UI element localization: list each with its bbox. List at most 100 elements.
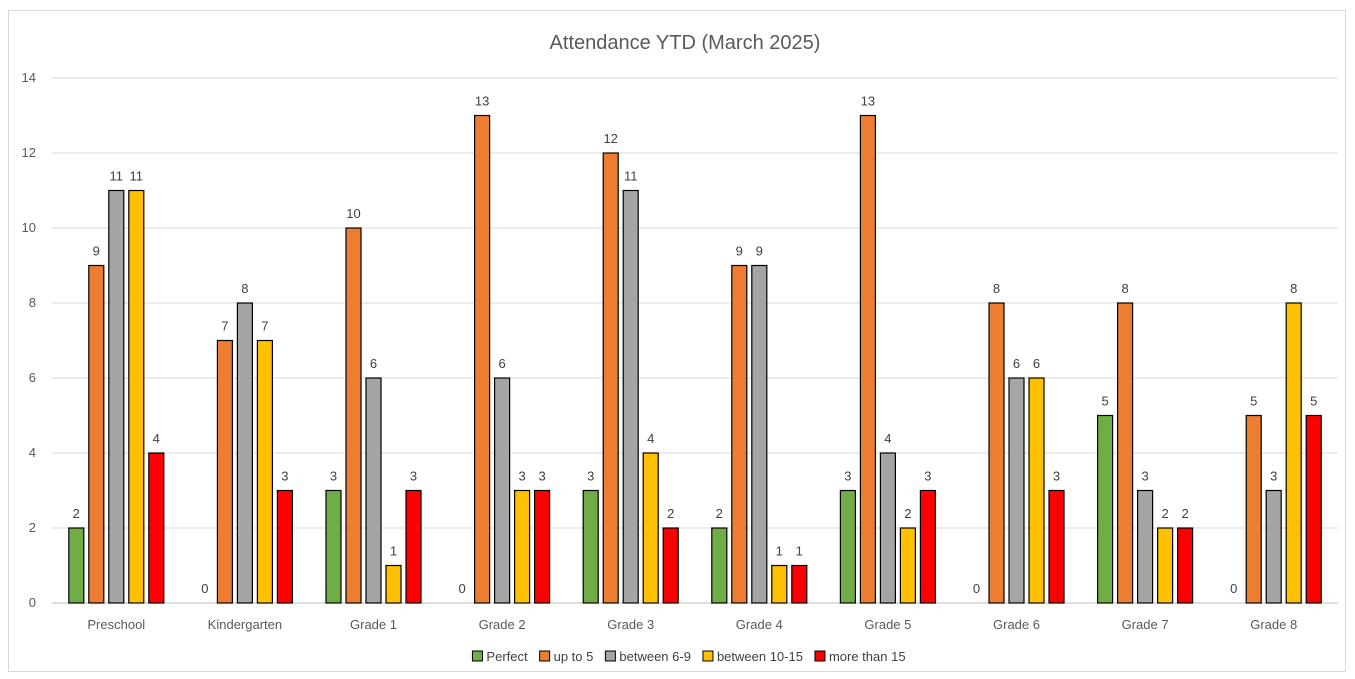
- bar: [68, 527, 85, 604]
- bar: [731, 264, 748, 604]
- bar: [1008, 377, 1025, 604]
- bar: [1028, 377, 1045, 604]
- bar: [1116, 302, 1134, 604]
- bar: [602, 152, 619, 604]
- data-label: 8: [993, 281, 1000, 296]
- data-label: 3: [410, 469, 417, 484]
- data-label: 5: [1250, 394, 1257, 409]
- data-label: 6: [1033, 356, 1040, 371]
- bar: [662, 527, 679, 604]
- bar: [405, 489, 422, 604]
- y-axis: 0 2 4 6 8 10 12 14: [22, 70, 36, 610]
- bar: [533, 489, 551, 604]
- legend-label: up to 5: [554, 649, 594, 664]
- legend-swatch: [604, 650, 616, 662]
- data-label: 7: [261, 319, 268, 334]
- data-label: 13: [475, 94, 489, 109]
- bar: [622, 189, 639, 604]
- bar: [474, 114, 491, 604]
- category-label: Preschool: [87, 617, 145, 632]
- y-tick-label: 2: [29, 520, 36, 535]
- bar: [879, 452, 897, 604]
- data-label: 0: [1230, 581, 1237, 596]
- bar: [128, 189, 145, 604]
- bar: [494, 377, 511, 604]
- legend-label: more than 15: [829, 649, 906, 664]
- data-label: 8: [241, 281, 248, 296]
- bar: [642, 452, 659, 604]
- category-label: Grade 4: [736, 617, 783, 632]
- data-label: 4: [884, 431, 891, 446]
- legend-label: Perfect: [486, 649, 528, 664]
- legend: Perfect up to 5 between 6-9 between 10-15 mo…: [471, 649, 906, 664]
- data-label: 13: [861, 94, 875, 109]
- data-label: 1: [796, 544, 803, 559]
- data-label: 3: [924, 469, 931, 484]
- data-label: 9: [756, 244, 763, 259]
- data-label: 0: [458, 581, 465, 596]
- bar: [771, 564, 788, 604]
- data-label: 12: [603, 131, 617, 146]
- bar: [276, 489, 293, 604]
- x-axis: Preschool Kindergarten Grade 1 Grade 2 Grade…: [87, 617, 1297, 632]
- data-label: 2: [667, 506, 674, 521]
- data-label: 10: [346, 206, 360, 221]
- bar: [919, 489, 937, 604]
- data-label: 6: [370, 356, 377, 371]
- category-label: Grade 8: [1250, 617, 1297, 632]
- bar: [216, 339, 233, 604]
- data-label: 6: [498, 356, 505, 371]
- category-label: Kindergarten: [208, 617, 282, 632]
- bar: [1156, 527, 1174, 604]
- category-label: Grade 3: [607, 617, 654, 632]
- category-label: Grade 5: [864, 617, 911, 632]
- bar: [236, 302, 253, 604]
- data-label: 3: [281, 469, 288, 484]
- data-label: 5: [1101, 394, 1108, 409]
- bar: [859, 114, 877, 604]
- data-label: 2: [1181, 506, 1188, 521]
- bar: [108, 189, 125, 604]
- data-label: 4: [153, 431, 160, 446]
- y-tick-label: 12: [22, 145, 36, 160]
- data-label: 5: [1310, 394, 1317, 409]
- bar: [365, 377, 382, 604]
- bars: [68, 114, 1322, 604]
- bar: [1048, 489, 1065, 604]
- bar: [385, 564, 402, 604]
- data-label: 2: [716, 506, 723, 521]
- data-label: 3: [587, 469, 594, 484]
- category-label: Grade 1: [350, 617, 397, 632]
- data-label: 3: [1053, 469, 1060, 484]
- bar: [582, 489, 599, 604]
- bar: [256, 339, 273, 604]
- bar: [751, 264, 768, 604]
- data-label: 3: [1141, 469, 1148, 484]
- data-label: 3: [518, 469, 525, 484]
- data-label: 3: [330, 469, 337, 484]
- bar: [1096, 414, 1114, 604]
- data-label: 9: [736, 244, 743, 259]
- legend-swatch: [471, 650, 483, 662]
- bar: [1176, 527, 1194, 604]
- legend-label: between 6-9: [619, 649, 691, 664]
- data-label: 2: [904, 506, 911, 521]
- data-label: 11: [110, 169, 124, 184]
- legend-swatch: [539, 650, 551, 662]
- bar: [839, 489, 857, 604]
- data-label: 8: [1121, 281, 1128, 296]
- category-label: Grade 7: [1122, 617, 1169, 632]
- bar: [345, 227, 362, 604]
- bar: [1305, 414, 1322, 604]
- bar: [899, 527, 917, 604]
- legend-swatch: [814, 650, 826, 662]
- data-label: 0: [973, 581, 980, 596]
- data-label: 2: [73, 506, 80, 521]
- legend-swatch: [702, 650, 714, 662]
- data-label: 7: [221, 319, 228, 334]
- data-label: 3: [538, 469, 545, 484]
- data-label: 6: [1013, 356, 1020, 371]
- data-label: 0: [201, 581, 208, 596]
- y-tick-label: 4: [29, 445, 36, 460]
